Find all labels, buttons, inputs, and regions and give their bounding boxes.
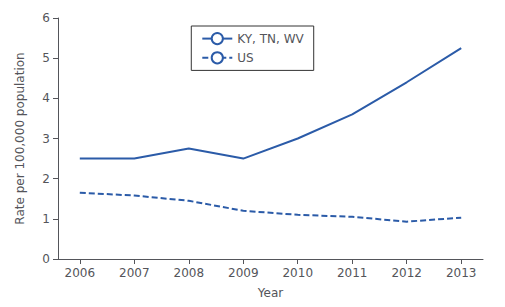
svg-text:4: 4	[42, 91, 50, 105]
svg-text:Year: Year	[257, 286, 283, 300]
svg-text:6: 6	[42, 11, 50, 25]
svg-text:2011: 2011	[337, 266, 368, 280]
svg-text:1: 1	[42, 212, 50, 226]
svg-text:3: 3	[42, 132, 50, 146]
svg-text:0: 0	[42, 252, 50, 266]
svg-text:2007: 2007	[119, 266, 150, 280]
svg-text:5: 5	[42, 51, 50, 65]
svg-text:2006: 2006	[65, 266, 96, 280]
svg-text:2008: 2008	[173, 266, 204, 280]
svg-text:2012: 2012	[391, 266, 422, 280]
svg-text:2013: 2013	[446, 266, 477, 280]
svg-text:US: US	[237, 51, 253, 65]
svg-text:2010: 2010	[282, 266, 313, 280]
svg-text:KY, TN, WV: KY, TN, WV	[237, 32, 304, 46]
svg-text:Rate per 100,000 population: Rate per 100,000 population	[13, 52, 27, 224]
svg-text:2009: 2009	[228, 266, 259, 280]
svg-text:2: 2	[42, 172, 50, 186]
